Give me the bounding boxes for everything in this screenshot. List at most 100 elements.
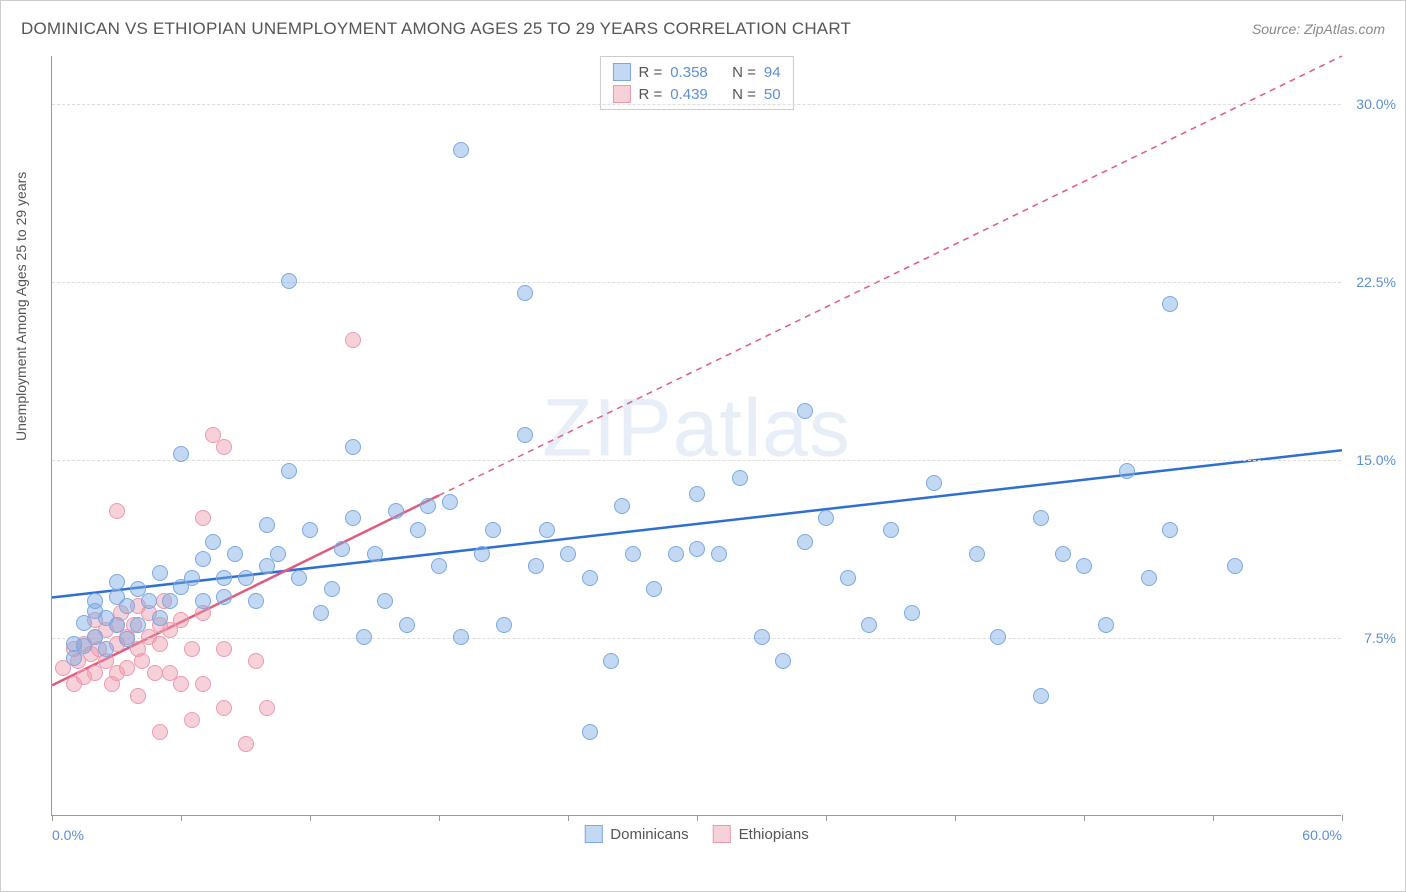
- scatter-point-dominican: [216, 570, 232, 586]
- scatter-point-ethiopian: [134, 653, 150, 669]
- scatter-point-ethiopian: [119, 660, 135, 676]
- scatter-point-dominican: [1162, 522, 1178, 538]
- scatter-point-ethiopian: [345, 332, 361, 348]
- legend-bottom: Dominicans Ethiopians: [584, 825, 808, 843]
- scatter-point-dominican: [625, 546, 641, 562]
- scatter-point-dominican: [1055, 546, 1071, 562]
- scatter-point-dominican: [1098, 617, 1114, 633]
- source-attribution: Source: ZipAtlas.com: [1252, 21, 1385, 37]
- scatter-point-dominican: [259, 517, 275, 533]
- scatter-point-dominican: [420, 498, 436, 514]
- scatter-point-dominican: [517, 427, 533, 443]
- scatter-point-dominican: [227, 546, 243, 562]
- scatter-point-dominican: [184, 570, 200, 586]
- stat-r-dominicans: 0.358: [670, 64, 708, 81]
- scatter-point-dominican: [1033, 510, 1049, 526]
- scatter-point-dominican: [302, 522, 318, 538]
- scatter-point-dominican: [668, 546, 684, 562]
- scatter-point-dominican: [539, 522, 555, 538]
- scatter-point-dominican: [367, 546, 383, 562]
- scatter-point-dominican: [205, 534, 221, 550]
- scatter-point-ethiopian: [130, 688, 146, 704]
- scatter-point-dominican: [453, 629, 469, 645]
- scatter-point-dominican: [689, 486, 705, 502]
- scatter-point-ethiopian: [248, 653, 264, 669]
- scatter-point-dominican: [291, 570, 307, 586]
- scatter-point-dominican: [152, 565, 168, 581]
- scatter-point-dominican: [1076, 558, 1092, 574]
- scatter-point-dominican: [345, 510, 361, 526]
- trend-lines-svg: [52, 56, 1341, 815]
- legend-item-ethiopians: Ethiopians: [713, 825, 809, 843]
- scatter-point-dominican: [797, 403, 813, 419]
- gridline-h: [52, 638, 1341, 639]
- scatter-point-dominican: [141, 593, 157, 609]
- stat-n-dominicans: 94: [764, 64, 781, 81]
- stat-r-ethiopians: 0.439: [670, 86, 708, 103]
- stats-row-dominicans: R = 0.358 N = 94: [612, 61, 780, 83]
- scatter-point-dominican: [195, 551, 211, 567]
- stat-n-label: N =: [732, 86, 756, 103]
- legend-label-ethiopians: Ethiopians: [739, 826, 809, 843]
- gridline-h: [52, 104, 1341, 105]
- scatter-point-dominican: [711, 546, 727, 562]
- scatter-point-dominican: [732, 470, 748, 486]
- scatter-point-dominican: [431, 558, 447, 574]
- scatter-point-dominican: [496, 617, 512, 633]
- scatter-point-ethiopian: [216, 700, 232, 716]
- stats-legend-box: R = 0.358 N = 94 R = 0.439 N = 50: [599, 56, 793, 110]
- scatter-point-dominican: [119, 631, 135, 647]
- scatter-point-ethiopian: [216, 439, 232, 455]
- y-tick-label: 15.0%: [1356, 452, 1396, 468]
- x-tick: [955, 815, 956, 821]
- x-tick: [568, 815, 569, 821]
- scatter-point-dominican: [173, 446, 189, 462]
- scatter-point-dominican: [582, 570, 598, 586]
- scatter-point-dominican: [216, 589, 232, 605]
- scatter-point-dominican: [270, 546, 286, 562]
- y-axis-label: Unemployment Among Ages 25 to 29 years: [13, 172, 29, 441]
- scatter-point-dominican: [119, 598, 135, 614]
- chart-title: DOMINICAN VS ETHIOPIAN UNEMPLOYMENT AMON…: [21, 19, 851, 39]
- scatter-point-ethiopian: [184, 641, 200, 657]
- swatch-ethiopians: [713, 825, 731, 843]
- scatter-point-ethiopian: [152, 636, 168, 652]
- scatter-point-dominican: [281, 273, 297, 289]
- scatter-point-dominican: [356, 629, 372, 645]
- scatter-point-dominican: [410, 522, 426, 538]
- y-tick-label: 22.5%: [1356, 274, 1396, 290]
- gridline-h: [52, 282, 1341, 283]
- x-tick: [826, 815, 827, 821]
- scatter-point-dominican: [162, 593, 178, 609]
- swatch-dominicans: [584, 825, 602, 843]
- scatter-point-dominican: [614, 498, 630, 514]
- stats-row-ethiopians: R = 0.439 N = 50: [612, 83, 780, 105]
- scatter-point-dominican: [840, 570, 856, 586]
- scatter-point-ethiopian: [195, 676, 211, 692]
- scatter-point-dominican: [603, 653, 619, 669]
- scatter-point-ethiopian: [147, 665, 163, 681]
- scatter-point-dominican: [399, 617, 415, 633]
- scatter-point-dominican: [388, 503, 404, 519]
- scatter-point-dominican: [1119, 463, 1135, 479]
- scatter-point-dominican: [313, 605, 329, 621]
- scatter-point-dominican: [485, 522, 501, 538]
- scatter-point-dominican: [281, 463, 297, 479]
- scatter-point-ethiopian: [152, 724, 168, 740]
- scatter-point-dominican: [87, 593, 103, 609]
- y-tick-label: 7.5%: [1364, 630, 1396, 646]
- scatter-point-dominican: [775, 653, 791, 669]
- scatter-point-dominican: [98, 641, 114, 657]
- plot-area: ZIPatlas R = 0.358 N = 94 R = 0.439 N = …: [51, 56, 1341, 816]
- scatter-point-dominican: [152, 610, 168, 626]
- x-tick-label: 0.0%: [52, 827, 84, 843]
- scatter-point-dominican: [528, 558, 544, 574]
- scatter-point-dominican: [646, 581, 662, 597]
- scatter-point-dominican: [689, 541, 705, 557]
- scatter-point-dominican: [1227, 558, 1243, 574]
- scatter-point-ethiopian: [184, 712, 200, 728]
- x-tick: [439, 815, 440, 821]
- scatter-point-dominican: [109, 617, 125, 633]
- scatter-point-dominican: [861, 617, 877, 633]
- scatter-point-dominican: [238, 570, 254, 586]
